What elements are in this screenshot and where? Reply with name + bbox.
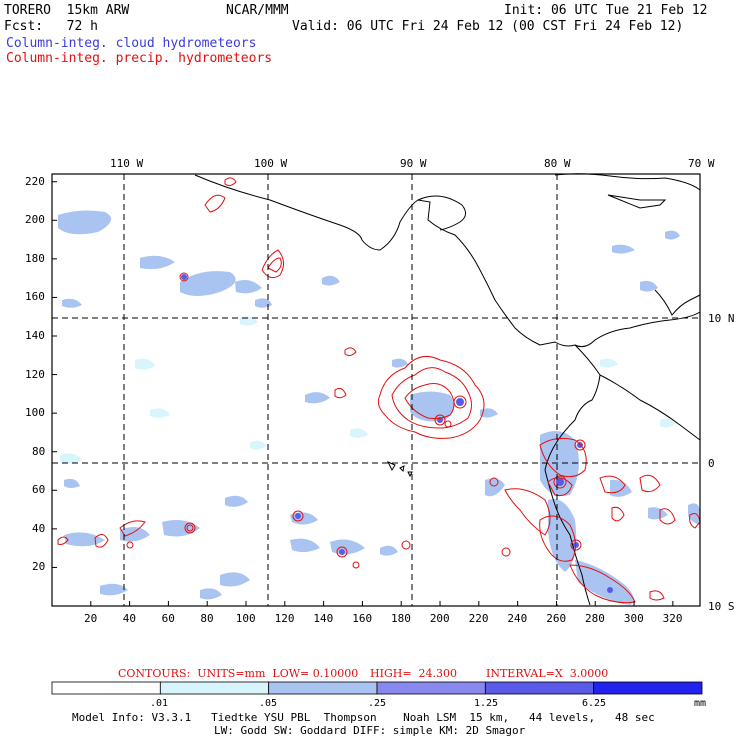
colorbar-unit: mm	[694, 698, 707, 709]
lon-label-70w: 70 W	[688, 157, 715, 170]
cloud-field-faint	[60, 316, 675, 464]
x-tick-label: 240	[507, 612, 528, 625]
colorbar-label-4: 6.25	[582, 698, 607, 709]
x-tick-label: 200	[429, 612, 450, 625]
colorbar	[51, 681, 703, 695]
contours-units: CONTOURS: UNITS=mm LOW= 0.10000	[118, 667, 359, 680]
y-tick-label: 180	[25, 251, 45, 265]
x-tick-label: 280	[585, 612, 605, 625]
x-tick-label: 300	[623, 612, 644, 625]
x-tick-label: 40	[122, 612, 137, 625]
x-tick-label: 180	[391, 612, 411, 625]
x-tick-label: 260	[546, 612, 567, 625]
forecast-hour: Fcst: 72 h	[4, 19, 98, 34]
x-tick-label: 120	[274, 612, 295, 625]
map-frame	[51, 173, 701, 607]
y-tick-label: 60	[32, 483, 46, 497]
x-tick-label: 140	[313, 612, 334, 625]
x-tick-label: 80	[200, 612, 214, 625]
field-precip-label: Column-integ. precip. hydrometeors	[6, 51, 273, 66]
colorbar-swatch	[593, 681, 703, 695]
org-label: NCAR/MMM	[226, 3, 289, 18]
y-tick-label: 140	[25, 329, 45, 342]
lon-label-110w: 110 W	[110, 157, 144, 170]
colorbar-label-3: 1.25	[474, 698, 499, 709]
colorbar-swatch	[484, 681, 595, 695]
colorbar-label-0: .01	[150, 698, 169, 709]
model-info-line2: LW: Godd SW: Goddard DIFF: simple KM: 2D…	[214, 724, 526, 737]
x-tick-label: 60	[161, 612, 175, 625]
lat-label-10n: 10 N	[708, 312, 735, 325]
y-tick-label: 80	[32, 444, 46, 458]
contours-interval: INTERVAL=X 3.0000	[486, 667, 609, 680]
x-tick-label: 220	[468, 612, 489, 625]
colorbar-swatch	[51, 681, 161, 695]
y-tick-label: 160	[25, 290, 45, 304]
coastlines	[194, 173, 701, 606]
x-tick-label: 100	[235, 612, 256, 625]
lat-label-10s: 10 S	[708, 600, 735, 613]
y-tick-label: 200	[25, 213, 45, 227]
colorbar-swatch	[159, 681, 270, 695]
lon-label-80w: 80 W	[544, 157, 571, 170]
model-title: TORERO 15km ARW	[4, 3, 130, 18]
y-tick-label: 40	[32, 521, 46, 535]
y-tick-label: 20	[32, 560, 46, 574]
y-tick-label: 220	[25, 174, 45, 188]
precip-contours	[57, 177, 701, 604]
lat-label-0: 0	[708, 457, 715, 470]
lon-label-90w: 90 W	[400, 157, 427, 170]
init-time: Init: 06 UTC Tue 21 Feb 12	[504, 3, 708, 18]
axis-ticks	[52, 181, 674, 606]
field-cloud-label: Column-integ. cloud hydrometeors	[6, 36, 257, 51]
x-tick-label: 320	[662, 612, 683, 625]
x-tick-label: 20	[84, 612, 98, 625]
x-tick-label: 160	[352, 612, 373, 625]
valid-time: Valid: 06 UTC Fri 24 Feb 12 (00 CST Fri …	[292, 19, 684, 34]
lat-lon-grid	[52, 174, 700, 606]
y-tick-label: 120	[25, 367, 45, 381]
lon-label-100w: 100 W	[254, 157, 288, 170]
colorbar-label-2: .25	[368, 698, 387, 709]
colorbar-swatch	[376, 681, 486, 695]
cloud-field-light	[58, 210, 700, 605]
model-info-line1: Model Info: V3.3.1 Tiedtke YSU PBL Thomp…	[72, 711, 655, 724]
colorbar-swatch	[268, 681, 378, 695]
y-tick-label: 100	[25, 406, 45, 420]
colorbar-label-1: .05	[259, 698, 278, 709]
contours-high: HIGH= 24.300	[370, 667, 458, 680]
